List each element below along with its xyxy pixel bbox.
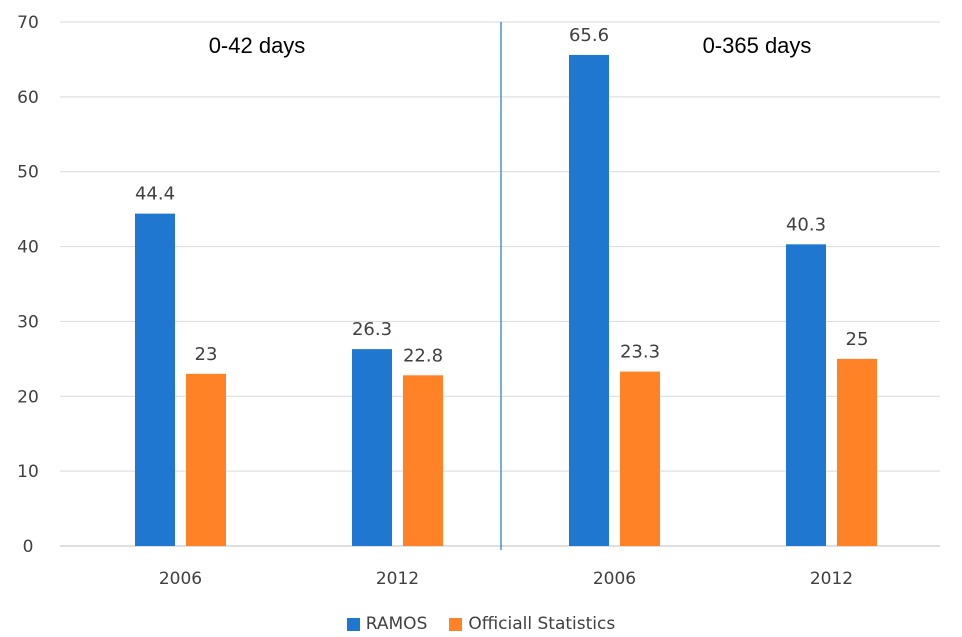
bar-ramos: [135, 213, 175, 547]
panel-label-0-42-days: 0-42 days: [209, 33, 306, 58]
legend-label-ramos: RAMOS: [365, 614, 428, 634]
x-tick-label: 2012: [810, 569, 853, 589]
x-tick-label: 2012: [376, 569, 419, 589]
legend-label-official-statistics: Officiall Statistics: [468, 614, 616, 634]
legend-item-official-statistics: Officiall Statistics: [449, 614, 615, 634]
bar-official-statistics: [186, 373, 226, 546]
data-label: 26.3: [352, 319, 392, 340]
y-tick-label: 50: [17, 163, 39, 183]
data-label: 65.6: [569, 25, 609, 46]
data-label: 23: [195, 344, 218, 365]
bar-ramos: [352, 349, 392, 546]
y-tick-label: 40: [17, 238, 39, 258]
labels: 0-42 days 0-365 days 0 10 20 30 40 50 60 70 44.4…: [17, 13, 868, 589]
data-label: 23.3: [620, 342, 660, 363]
bar-official-statistics: [837, 358, 877, 546]
bar-ramos: [569, 54, 609, 547]
bar-official-statistics: [620, 371, 660, 546]
x-tick-label: 2006: [159, 569, 202, 589]
legend-swatch-official-statistics: [449, 617, 463, 631]
y-tick-label: 70: [17, 13, 39, 33]
legend-swatch-ramos: [346, 617, 360, 631]
y-tick-label: 10: [17, 462, 39, 482]
y-tick-label: 60: [17, 88, 39, 108]
panel-label-0-365-days: 0-365 days: [703, 33, 812, 58]
y-tick-label: 0: [23, 537, 34, 557]
bar-ramos: [786, 244, 826, 546]
data-label: 25: [846, 329, 869, 350]
legend-item-ramos: RAMOS: [346, 614, 428, 634]
legend: RAMOS Officiall Statistics: [0, 612, 962, 636]
bar-official-statistics: [403, 375, 443, 546]
data-label: 22.8: [403, 345, 443, 366]
y-tick-label: 30: [17, 312, 39, 332]
data-label: 44.4: [135, 184, 175, 205]
x-tick-label: 2006: [593, 569, 636, 589]
data-label: 40.3: [786, 214, 826, 235]
y-tick-label: 20: [17, 387, 39, 407]
bars: [135, 54, 877, 547]
